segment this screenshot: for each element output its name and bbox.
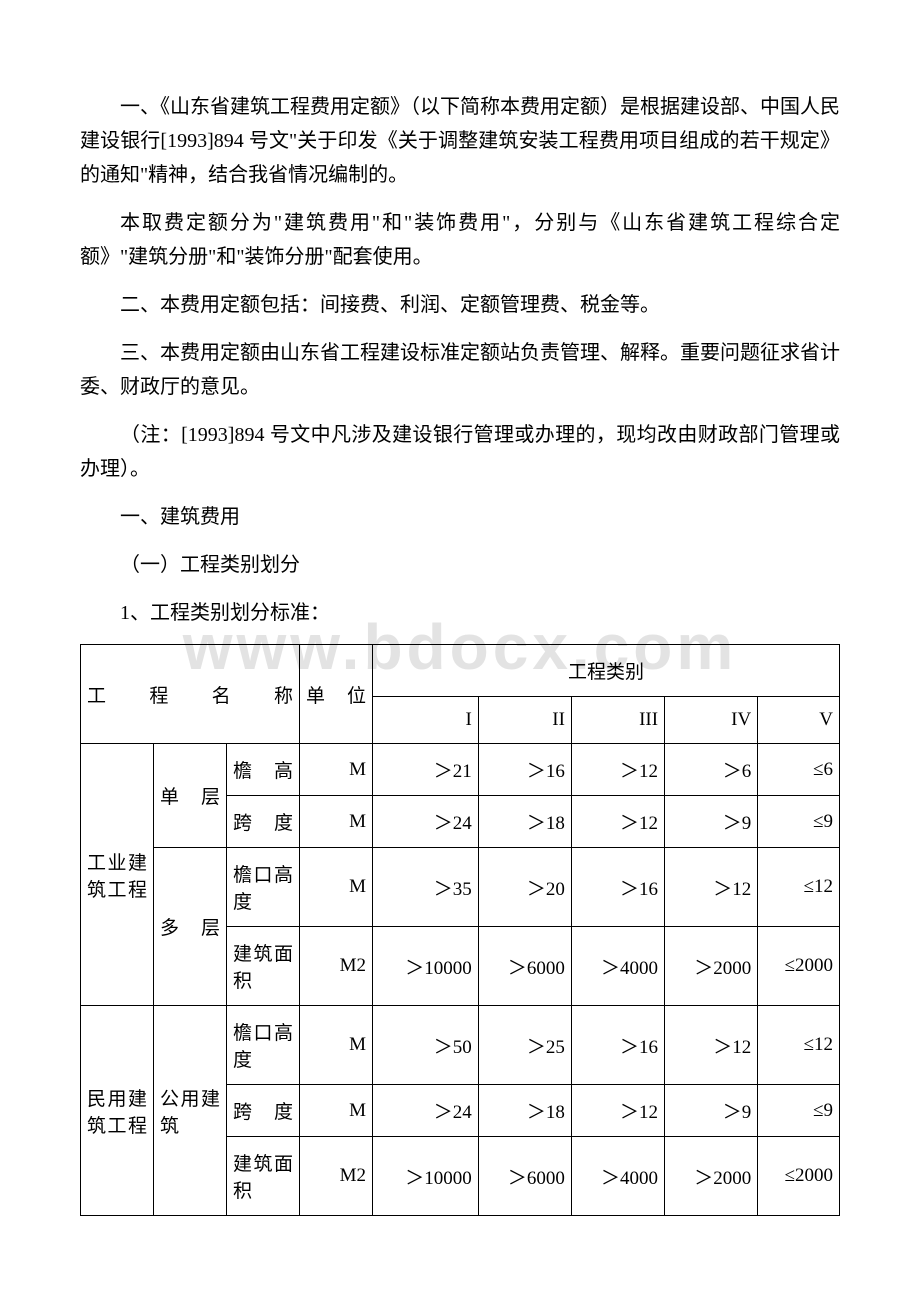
value-cell: ＞16 — [571, 848, 664, 927]
metric-label: 建筑面积 — [227, 1137, 300, 1216]
document-page: 一、《山东省建筑工程费用定额》（以下简称本费用定额）是根据建设部、中国人民建设银… — [0, 0, 920, 1276]
value-cell: ＞4000 — [571, 1137, 664, 1216]
metric-label: 跨度 — [227, 796, 300, 848]
value-cell: ＞6000 — [478, 1137, 571, 1216]
value-cell: ≤9 — [758, 1085, 840, 1137]
value-cell: ≤12 — [758, 1006, 840, 1085]
metric-label: 跨度 — [227, 1085, 300, 1137]
unit-cell: M — [300, 1085, 373, 1137]
heading-2: （一）工程类别划分 — [80, 548, 840, 582]
value-cell: ＞10000 — [373, 927, 479, 1006]
value-cell: ＞35 — [373, 848, 479, 927]
unit-cell: M — [300, 744, 373, 796]
value-cell: ＞24 — [373, 1085, 479, 1137]
value-cell: ＞24 — [373, 796, 479, 848]
value-cell: ≤9 — [758, 796, 840, 848]
header-unit: 单位 — [300, 645, 373, 744]
header-cat-5: V — [758, 697, 840, 744]
subgroup-label-single: 单层 — [154, 744, 227, 848]
table-row: 多层 檐口高度 M ＞35 ＞20 ＞16 ＞12 ≤12 — [81, 848, 840, 927]
paragraph-5: （注：[1993]894 号文中凡涉及建设银行管理或办理的，现均改由财政部门管理… — [80, 418, 840, 486]
value-cell: ≤2000 — [758, 927, 840, 1006]
value-cell: ＞20 — [478, 848, 571, 927]
value-cell: ＞18 — [478, 796, 571, 848]
value-cell: ＞50 — [373, 1006, 479, 1085]
unit-cell: M2 — [300, 1137, 373, 1216]
subgroup-label-public: 公用建筑 — [154, 1006, 227, 1216]
value-cell: ＞2000 — [665, 927, 758, 1006]
table-row: 工业建筑工程 单层 檐高 M ＞21 ＞16 ＞12 ＞6 ≤6 — [81, 744, 840, 796]
heading-3: 1、工程类别划分标准： — [80, 596, 840, 630]
unit-cell: M — [300, 1006, 373, 1085]
table-row: 民用建筑工程 公用建筑 檐口高度 M ＞50 ＞25 ＞16 ＞12 ≤12 — [81, 1006, 840, 1085]
metric-label: 檐口高度 — [227, 1006, 300, 1085]
group-label-civil: 民用建筑工程 — [81, 1006, 154, 1216]
header-cat-2: II — [478, 697, 571, 744]
metric-label: 檐高 — [227, 744, 300, 796]
value-cell: ＞9 — [665, 1085, 758, 1137]
header-project-name: 工程名称 — [81, 645, 300, 744]
value-cell: ＞12 — [665, 848, 758, 927]
unit-cell: M — [300, 848, 373, 927]
subgroup-label-multi: 多层 — [154, 848, 227, 1006]
value-cell: ＞12 — [665, 1006, 758, 1085]
table-header-row-1: 工程名称 单位 工程类别 — [81, 645, 840, 697]
value-cell: ≤12 — [758, 848, 840, 927]
value-cell: ＞21 — [373, 744, 479, 796]
group-label-industrial: 工业建筑工程 — [81, 744, 154, 1006]
value-cell: ＞12 — [571, 744, 664, 796]
value-cell: ＞16 — [571, 1006, 664, 1085]
metric-label: 建筑面积 — [227, 927, 300, 1006]
unit-cell: M2 — [300, 927, 373, 1006]
header-cat-1: I — [373, 697, 479, 744]
value-cell: ＞16 — [478, 744, 571, 796]
value-cell: ＞2000 — [665, 1137, 758, 1216]
value-cell: ≤2000 — [758, 1137, 840, 1216]
value-cell: ＞18 — [478, 1085, 571, 1137]
value-cell: ＞12 — [571, 1085, 664, 1137]
paragraph-1: 一、《山东省建筑工程费用定额》（以下简称本费用定额）是根据建设部、中国人民建设银… — [80, 90, 840, 192]
paragraph-2: 本取费定额分为"建筑费用"和"装饰费用"，分别与《山东省建筑工程综合定额》"建筑… — [80, 206, 840, 274]
classification-table: 工程名称 单位 工程类别 I II III IV V 工业建筑工程 单层 檐高 … — [80, 644, 840, 1216]
unit-cell: M — [300, 796, 373, 848]
value-cell: ＞6 — [665, 744, 758, 796]
header-cat-3: III — [571, 697, 664, 744]
value-cell: ＞9 — [665, 796, 758, 848]
paragraph-4: 三、本费用定额由山东省工程建设标准定额站负责管理、解释。重要问题征求省计委、财政… — [80, 336, 840, 404]
header-category: 工程类别 — [373, 645, 840, 697]
value-cell: ≤6 — [758, 744, 840, 796]
header-cat-4: IV — [665, 697, 758, 744]
metric-label: 檐口高度 — [227, 848, 300, 927]
value-cell: ＞25 — [478, 1006, 571, 1085]
value-cell: ＞6000 — [478, 927, 571, 1006]
value-cell: ＞4000 — [571, 927, 664, 1006]
value-cell: ＞10000 — [373, 1137, 479, 1216]
value-cell: ＞12 — [571, 796, 664, 848]
heading-1: 一、建筑费用 — [80, 500, 840, 534]
paragraph-3: 二、本费用定额包括：间接费、利润、定额管理费、税金等。 — [80, 288, 840, 322]
